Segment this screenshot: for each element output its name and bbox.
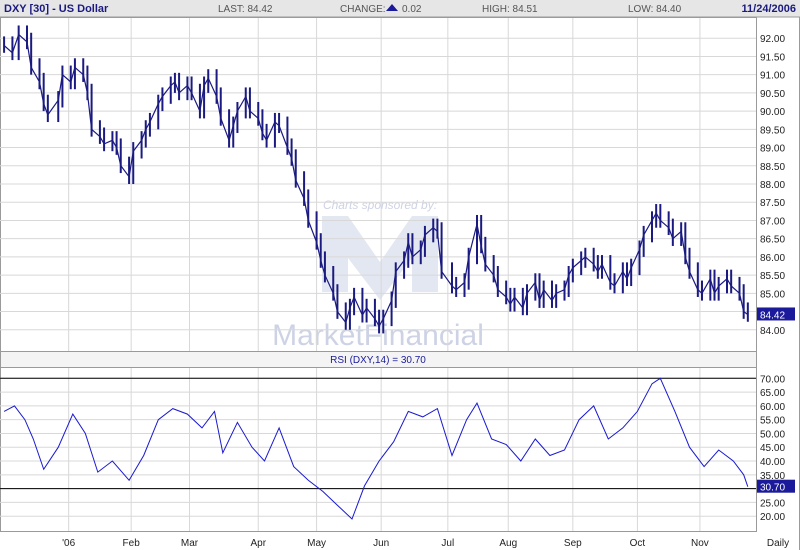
header-symbol: DXY [30] - US Dollar: [4, 3, 109, 15]
rsi-y-tick: 20.00: [760, 512, 785, 523]
x-tick-label: May: [307, 538, 326, 549]
rsi-y-tick: 40.00: [760, 457, 785, 468]
rsi-y-tick: 60.00: [760, 402, 785, 413]
x-tick-label: Oct: [630, 538, 646, 549]
price-y-tick: 85.50: [760, 271, 785, 282]
price-y-tick: 88.50: [760, 162, 785, 173]
price-y-tick: 89.00: [760, 144, 785, 155]
price-y-tick: 85.00: [760, 289, 785, 300]
price-y-tick: 86.00: [760, 253, 785, 264]
price-last-label: 84.42: [760, 310, 785, 321]
x-tick-label: Nov: [691, 538, 709, 549]
x-tick-label: Jun: [373, 538, 389, 549]
price-y-tick: 88.00: [760, 180, 785, 191]
rsi-y-tick: 45.00: [760, 443, 785, 454]
x-tick-label: Jul: [441, 538, 454, 549]
rsi-y-tick: 55.00: [760, 416, 785, 427]
rsi-series: [3, 377, 749, 520]
grid: [0, 18, 756, 531]
price-y-tick: 91.00: [760, 71, 785, 82]
header-low: LOW: 84.40: [628, 4, 682, 15]
rsi-line: [3, 377, 749, 520]
up-triangle-icon: [386, 4, 398, 11]
rsi-last-label-bg: [757, 479, 795, 493]
price-y-tick: 89.50: [760, 125, 785, 136]
header-date: 11/24/2006: [742, 3, 796, 15]
price-series: [3, 25, 749, 334]
price-y-tick: 90.00: [760, 107, 785, 118]
rsi-title: RSI (DXY,14) = 30.70: [330, 355, 426, 366]
header-bar: [0, 0, 800, 17]
price-y-tick: 92.00: [760, 34, 785, 45]
rsi-last-label: 30.70: [760, 483, 785, 494]
price-y-tick: 87.50: [760, 198, 785, 209]
rsi-y-tick: 25.00: [760, 498, 785, 509]
price-last-label-bg: [757, 307, 795, 321]
axes: 84.0084.5085.0085.5086.0086.5087.0087.50…: [62, 34, 795, 549]
x-tick-label: Aug: [499, 538, 517, 549]
x-tick-label: Mar: [181, 538, 199, 549]
header-change-label: CHANGE:: [340, 4, 386, 15]
x-tick-label: Apr: [250, 538, 266, 549]
price-y-tick: 91.50: [760, 52, 785, 63]
x-tick-label: Feb: [123, 538, 141, 549]
rsi-panel-frame: [0, 367, 757, 532]
x-tick-label: '06: [62, 538, 75, 549]
price-y-tick: 90.50: [760, 89, 785, 100]
price-y-tick: 86.50: [760, 235, 785, 246]
rsi-y-tick: 70.00: [760, 374, 785, 385]
rsi-y-tick: 65.00: [760, 388, 785, 399]
rsi-y-tick: 35.00: [760, 471, 785, 482]
rsi-y-tick: 50.00: [760, 429, 785, 440]
watermark-sponsor: Charts sponsored by:: [323, 198, 437, 212]
x-tick-label: Sep: [564, 538, 582, 549]
header-change-value: 0.02: [402, 4, 422, 15]
price-y-tick: 87.00: [760, 216, 785, 227]
price-y-tick: 84.00: [760, 326, 785, 337]
x-axis-label: Daily: [767, 538, 789, 549]
header-high: HIGH: 84.51: [482, 4, 538, 15]
header-last: LAST: 84.42: [218, 4, 273, 15]
